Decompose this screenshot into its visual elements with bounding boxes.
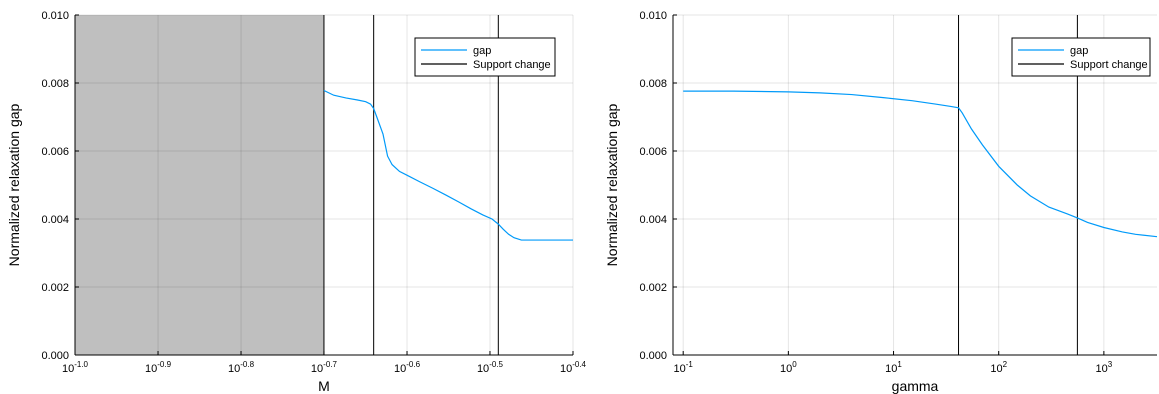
y-tick-label: 0.004 bbox=[41, 214, 69, 226]
y-tick-label: 0.010 bbox=[41, 10, 69, 22]
x-tick-label: 10-1 bbox=[674, 360, 694, 375]
plot-m: 0.000 0.002 0.004 0.006 0.008 0.010 10-1.0 10-0… bbox=[6, 10, 587, 394]
legend: gap Support change bbox=[414, 37, 556, 77]
x-tick-label: 10-0.4 bbox=[560, 360, 587, 375]
legend-label: Support change bbox=[1070, 59, 1148, 71]
x-tick-label: 103 bbox=[1096, 360, 1113, 375]
legend: gap Support change bbox=[1011, 37, 1151, 77]
x-axis-label: gamma bbox=[892, 378, 939, 394]
shaded-region bbox=[75, 15, 324, 355]
x-tick-label: 10-0.5 bbox=[477, 360, 504, 375]
y-tick-label: 0.006 bbox=[639, 146, 667, 158]
series-line-gap bbox=[323, 89, 573, 241]
x-tick-label: 100 bbox=[780, 360, 797, 375]
legend-box bbox=[414, 37, 556, 77]
y-tick-label: 0.004 bbox=[639, 214, 667, 226]
y-tick-label: 0.008 bbox=[639, 78, 667, 90]
plot-gamma: 0.000 0.002 0.004 0.006 0.008 0.010 10-1 100 101… bbox=[604, 10, 1158, 394]
x-tick-label: 10-0.7 bbox=[311, 360, 338, 375]
x-tick-label: 10-0.6 bbox=[394, 360, 421, 375]
legend-label: Support change bbox=[473, 59, 551, 71]
x-tick-label: 101 bbox=[885, 360, 902, 375]
x-axis-label: M bbox=[318, 378, 330, 394]
x-tick-label: 10-0.8 bbox=[228, 360, 255, 375]
y-axis-label: Normalized relaxation gap bbox=[6, 103, 22, 266]
y-tick-label: 0.010 bbox=[639, 10, 667, 22]
x-tick-label: 102 bbox=[990, 360, 1007, 375]
series-line-gap bbox=[683, 90, 1158, 238]
y-tick-label: 0.002 bbox=[41, 282, 69, 294]
legend-box bbox=[1011, 37, 1151, 77]
y-axis-label: Normalized relaxation gap bbox=[604, 103, 620, 266]
x-tick-label: 10-1.0 bbox=[62, 360, 89, 375]
x-tick-label: 10-0.9 bbox=[145, 360, 172, 375]
legend-label: gap bbox=[473, 45, 491, 57]
y-tick-label: 0.000 bbox=[639, 350, 667, 362]
legend-label: gap bbox=[1070, 45, 1088, 57]
y-tick-label: 0.006 bbox=[41, 146, 69, 158]
y-tick-label: 0.002 bbox=[639, 282, 667, 294]
y-tick-label: 0.008 bbox=[41, 78, 69, 90]
y-tick-label: 0.000 bbox=[41, 350, 69, 362]
